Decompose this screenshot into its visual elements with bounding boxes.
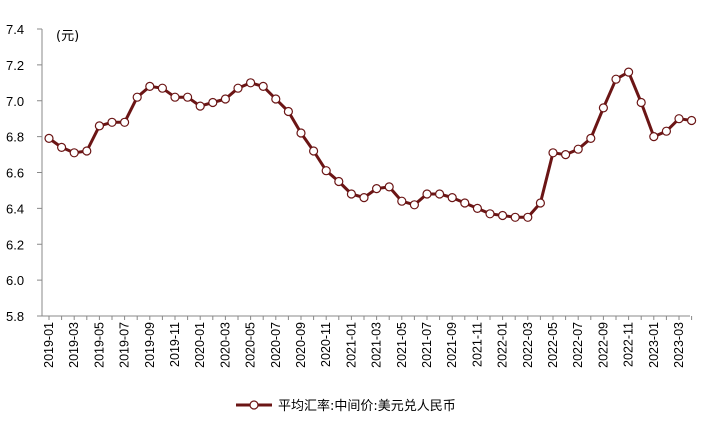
- x-tick-label: 2022-01: [496, 322, 510, 368]
- data-point: [183, 92, 193, 102]
- data-point: [510, 212, 520, 222]
- data-point: [535, 198, 546, 208]
- data-point: [94, 121, 105, 131]
- data-point: [246, 78, 256, 88]
- data-point: [460, 198, 470, 208]
- data-point: [523, 212, 533, 222]
- x-tick-label: 2022-07: [571, 322, 585, 368]
- x-tick-label: 2022-03: [521, 322, 535, 368]
- data-point: [397, 196, 407, 206]
- data-point: [119, 117, 130, 127]
- data-point: [560, 150, 571, 160]
- x-tick-label: 2021-01: [344, 322, 358, 368]
- data-point: [359, 193, 369, 203]
- data-point: [195, 101, 205, 111]
- y-tick-label: 5.8: [6, 309, 24, 324]
- x-tick-label: 2019-05: [92, 322, 106, 368]
- x-tick-label: 2023-03: [672, 322, 686, 368]
- data-point: [283, 106, 293, 117]
- data-point: [422, 189, 432, 199]
- data-point: [586, 133, 596, 143]
- data-point: [661, 126, 672, 136]
- x-tick-label: 2020-07: [269, 322, 283, 368]
- x-tick-label: 2021-09: [445, 322, 459, 368]
- x-tick-label: 2019-07: [118, 322, 132, 368]
- series-layer: [44, 67, 697, 222]
- data-point: [309, 146, 319, 156]
- x-tick-label: 2020-11: [319, 322, 333, 367]
- x-tick-label: 2021-07: [420, 322, 434, 368]
- x-tick-label: 2023-01: [647, 322, 661, 368]
- data-point: [170, 92, 180, 102]
- data-point: [611, 74, 621, 84]
- data-point: [334, 176, 344, 187]
- data-point: [346, 189, 356, 199]
- data-point: [208, 97, 218, 108]
- x-tick-label: 2020-09: [294, 322, 308, 368]
- x-tick-label: 2020-01: [193, 322, 207, 368]
- data-point: [44, 133, 54, 143]
- data-point: [485, 209, 495, 219]
- y-axis: 5.8 6.0 6.2 6.4 6.6 6.8 7.0 7.2 7.4: [6, 22, 43, 324]
- x-tick-label: 2021-03: [370, 322, 384, 368]
- data-point: [447, 193, 457, 203]
- data-point: [573, 144, 583, 154]
- data-point: [598, 103, 609, 113]
- data-point: [636, 97, 646, 108]
- data-point: [271, 94, 281, 104]
- legend-label: 平均汇率:中间价:美元兑人民币: [278, 398, 456, 414]
- y-tick-label: 7.2: [6, 58, 24, 73]
- y-tick-label: 6.6: [6, 166, 24, 181]
- data-point: [56, 142, 67, 152]
- data-point: [649, 132, 659, 142]
- data-point: [145, 81, 155, 92]
- data-point: [686, 115, 697, 126]
- data-point: [69, 148, 79, 158]
- y-tick-label: 6.8: [6, 130, 24, 145]
- y-tick-label: 6.0: [6, 273, 24, 288]
- data-point: [548, 148, 558, 158]
- x-tick-label: 2021-05: [395, 322, 409, 368]
- data-point: [220, 94, 230, 104]
- data-point: [674, 114, 684, 124]
- legend: 平均汇率:中间价:美元兑人民币: [236, 398, 456, 414]
- y-tick-label: 7.0: [6, 94, 24, 109]
- x-tick-label: 2019-01: [42, 322, 56, 368]
- x-tick-label: 2022-09: [596, 322, 610, 368]
- data-point: [233, 83, 243, 93]
- x-tick-label: 2021-11: [470, 322, 484, 367]
- data-point: [435, 189, 445, 199]
- data-point: [472, 203, 482, 213]
- y-tick-label: 6.4: [6, 201, 24, 216]
- x-tick-label: 2019-03: [67, 322, 81, 368]
- data-point: [157, 83, 167, 93]
- x-tick-label: 2022-05: [546, 322, 560, 368]
- x-axis: 2019-01 2019-03 2019-05 2019-07 2019-09 2019-…: [42, 315, 693, 368]
- data-point: [384, 182, 394, 192]
- y-tick-label: 6.2: [6, 237, 24, 252]
- y-tick-label: 7.4: [6, 22, 24, 37]
- data-point: [409, 200, 419, 210]
- series-line: [48, 70, 692, 219]
- x-tick-label: 2020-05: [244, 322, 258, 368]
- data-point: [296, 128, 306, 138]
- data-point: [498, 210, 508, 221]
- data-point: [258, 81, 268, 92]
- x-tick-label: 2022-11: [622, 322, 636, 367]
- y-unit-label: (元): [56, 29, 79, 44]
- legend-marker-swatch: [249, 400, 259, 410]
- data-point: [107, 117, 117, 127]
- x-tick-label: 2019-11: [168, 322, 182, 367]
- data-point: [623, 67, 634, 77]
- data-point: [321, 166, 331, 176]
- data-point: [82, 146, 92, 156]
- data-point: [372, 184, 382, 194]
- x-tick-label: 2020-03: [218, 322, 232, 368]
- x-tick-label: 2019-09: [143, 322, 157, 368]
- data-point: [132, 92, 142, 102]
